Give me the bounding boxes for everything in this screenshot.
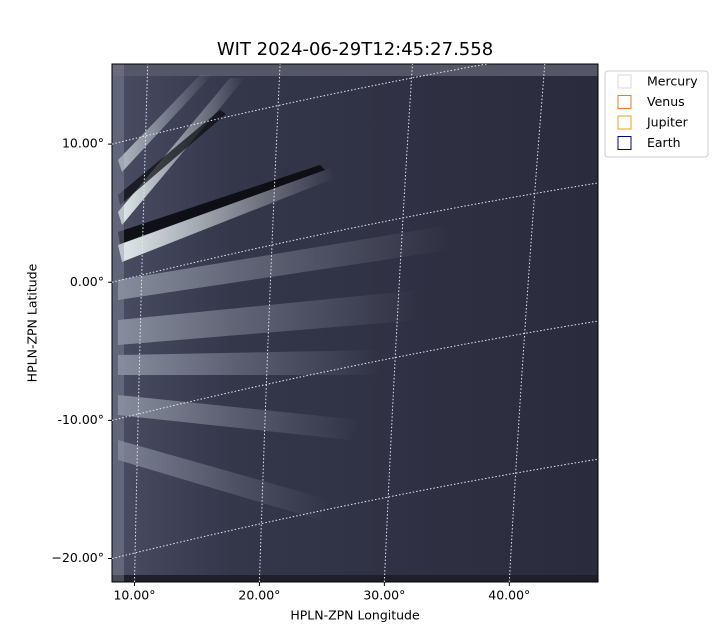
y-axis-label: HPLN-ZPN Latitude bbox=[25, 263, 40, 382]
image bbox=[112, 64, 598, 582]
legend-swatch bbox=[617, 136, 632, 150]
grid-line bbox=[112, 458, 598, 560]
x-tick-label: 20.00° bbox=[238, 588, 280, 603]
grid-line bbox=[112, 182, 598, 283]
legend-swatch bbox=[617, 95, 632, 109]
axes-frame bbox=[111, 63, 599, 583]
legend-frame bbox=[604, 70, 709, 158]
legend-label: Mercury bbox=[647, 74, 698, 89]
grid-line bbox=[133, 64, 149, 582]
legend-swatch bbox=[617, 74, 632, 89]
x-tick-label: 30.00° bbox=[363, 588, 405, 603]
y-tick-label: −20.00° bbox=[51, 550, 104, 565]
grid-line bbox=[258, 64, 281, 582]
y-tick-label: 10.00° bbox=[62, 136, 104, 151]
legend: Mercury Venus Jupiter Earth bbox=[604, 70, 709, 158]
legend-label: Venus bbox=[647, 94, 685, 109]
legend-label: Jupiter bbox=[646, 115, 689, 130]
grid bbox=[112, 64, 598, 582]
x-axis-label: HPLN-ZPN Longitude bbox=[290, 608, 420, 623]
chart-title: WIT 2024-06-29T12:45:27.558 bbox=[217, 39, 493, 60]
legend-label: Earth bbox=[647, 135, 681, 150]
grid-line bbox=[112, 320, 598, 421]
y-tick-label: 0.00° bbox=[70, 274, 104, 289]
x-tick-label: 40.00° bbox=[488, 588, 530, 603]
x-tick-label: 10.00° bbox=[113, 588, 155, 603]
legend-swatch bbox=[617, 115, 632, 130]
grid-line bbox=[383, 64, 413, 582]
y-tick-label: -10.00° bbox=[57, 412, 104, 427]
